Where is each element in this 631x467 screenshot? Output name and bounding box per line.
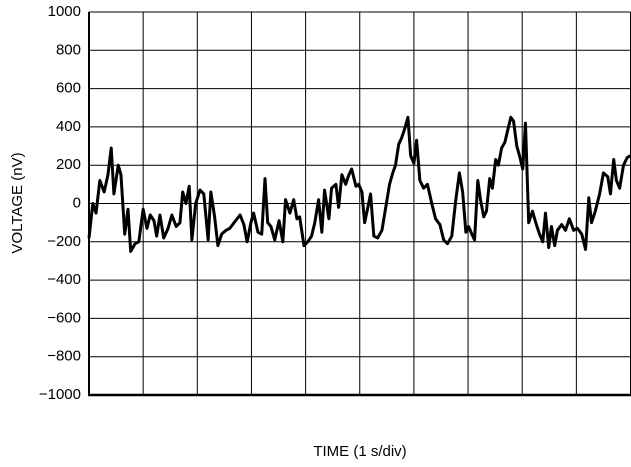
data-line: [87, 115, 631, 253]
y-tick-label: −400: [47, 271, 81, 288]
y-tick-label: −800: [47, 348, 81, 365]
y-tick-label: 800: [56, 41, 81, 58]
y-axis-title: VOLTAGE (nV): [9, 152, 26, 253]
y-tick-label: −1000: [39, 386, 81, 403]
y-tick-label: 0: [73, 194, 81, 211]
y-tick-label: 600: [56, 80, 81, 97]
x-axis-title: TIME (1 s/div): [313, 443, 406, 460]
y-tick-label: 1000: [48, 3, 81, 20]
y-tick-label: −600: [47, 309, 81, 326]
y-tick-label: 200: [56, 156, 81, 173]
y-tick-label: 400: [56, 118, 81, 135]
y-tick-label: −200: [47, 233, 81, 250]
